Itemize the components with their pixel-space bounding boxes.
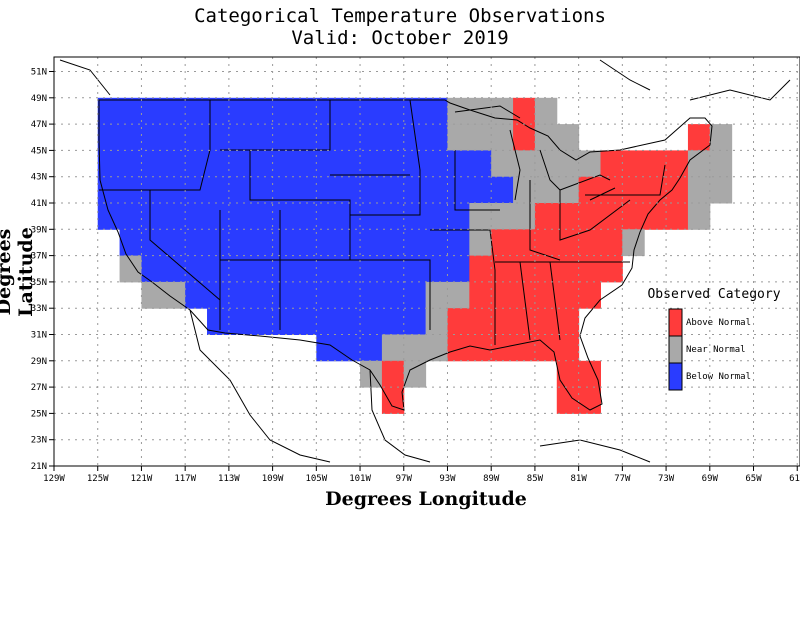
- category-cell-above-normal: [687, 124, 711, 151]
- x-axis-title: Degrees Longitude: [325, 488, 527, 510]
- y-tick-label: 25N: [31, 409, 47, 419]
- category-cell-near-normal: [469, 229, 492, 257]
- state-outlines: [59, 59, 791, 463]
- category-cell-near-normal: [687, 203, 711, 230]
- us-outline: [98, 99, 713, 411]
- x-tick-label: 97W: [396, 474, 413, 484]
- state-line: [559, 190, 631, 241]
- category-cell-near-normal: [119, 255, 142, 283]
- x-tick-label: 77W: [614, 474, 631, 484]
- x-tick-label: 81W: [571, 474, 588, 484]
- category-cell-above-normal: [513, 97, 536, 125]
- category-cell-above-normal: [381, 360, 405, 388]
- y-tick-label: 35N: [31, 278, 47, 288]
- x-tick-label: 85W: [527, 474, 544, 484]
- legend-label: Near Normal: [686, 345, 746, 355]
- state-line: [149, 190, 221, 301]
- category-cell-below-normal: [316, 334, 383, 362]
- legend-label: Below Normal: [686, 372, 751, 382]
- category-cell-near-normal: [534, 176, 580, 204]
- category-cell-near-normal: [534, 97, 558, 125]
- category-cell-above-normal: [578, 176, 689, 204]
- y-tick-label: 47N: [31, 120, 47, 130]
- category-cell-above-normal: [447, 308, 580, 335]
- y-tick-label: 45N: [31, 146, 47, 156]
- state-line: [430, 229, 496, 271]
- category-cell-near-normal: [403, 360, 427, 388]
- y-tick-label: 27N: [31, 383, 47, 393]
- x-tick-label: 73W: [658, 474, 675, 484]
- great-lakes: [454, 105, 616, 201]
- legend-title: Observed Category: [647, 287, 780, 302]
- category-cell-above-normal: [600, 150, 689, 178]
- state-line: [549, 261, 561, 341]
- category-cell-below-normal: [97, 203, 470, 230]
- category-cell-above-normal: [556, 360, 601, 388]
- y-tick-label: 23N: [31, 436, 47, 446]
- plot-frame: [53, 56, 800, 467]
- y-tick-label: 29N: [31, 357, 47, 367]
- y-tick-label: 49N: [31, 94, 47, 104]
- x-tick-label: 93W: [439, 474, 456, 484]
- state-line: [249, 150, 351, 260]
- state-line: [585, 164, 666, 196]
- x-tick-label: 121W: [131, 474, 153, 484]
- x-tick-label: 105W: [305, 474, 327, 484]
- category-cell-above-normal: [491, 229, 623, 257]
- legend-swatch: [668, 308, 683, 337]
- legend-swatch: [668, 362, 683, 391]
- category-cell-above-normal: [534, 203, 689, 230]
- x-tick-label: 61W: [789, 474, 800, 484]
- category-cell-near-normal: [709, 124, 733, 151]
- y-axis-title: Degrees Latitude: [0, 227, 37, 317]
- x-tick-label: 117W: [174, 474, 196, 484]
- category-cell-near-normal: [469, 203, 536, 230]
- category-cell-above-normal: [381, 387, 405, 414]
- grid-lines: [54, 57, 800, 466]
- category-cell-above-normal: [513, 124, 536, 151]
- canada-coast: [59, 59, 791, 101]
- x-tick-label: 125W: [87, 474, 109, 484]
- x-tick-label: 109W: [262, 474, 284, 484]
- state-line: [220, 100, 331, 151]
- category-cell-above-normal: [469, 255, 623, 283]
- x-tick-label: 65W: [745, 474, 762, 484]
- y-tick-label: 43N: [31, 173, 47, 183]
- state-line: [350, 99, 421, 216]
- y-tick-label: 37N: [31, 252, 47, 262]
- map-subtitle: Valid: October 2019: [291, 27, 509, 49]
- y-tick-label: 51N: [31, 68, 47, 78]
- legend: Observed Category Above Normal Near Normal…: [647, 287, 781, 391]
- category-cell-below-normal: [97, 150, 492, 178]
- y-tick-label: 21N: [31, 462, 47, 472]
- state-line: [454, 150, 500, 211]
- y-tick-label: 33N: [31, 304, 47, 314]
- y-tick-label: 31N: [31, 331, 47, 341]
- y-tick-label: 39N: [31, 225, 47, 235]
- state-line: [519, 261, 531, 341]
- category-cell-near-normal: [425, 308, 448, 335]
- x-axis-ticks: 129W 125W 121W 117W 113W 109W 105W 101W 97W 93W 89…: [43, 466, 800, 484]
- legend-swatch: [668, 335, 683, 364]
- map-title: Categorical Temperature Observations: [194, 5, 606, 27]
- category-cell-below-normal: [185, 281, 427, 309]
- y-axis-ticks: 21N 23N 25N 27N 29N 31N 33N 35N 37N 39N 41N 43N 45N 4…: [31, 68, 54, 472]
- category-cell-above-normal: [447, 334, 580, 362]
- x-tick-label: 69W: [702, 474, 719, 484]
- y-tick-label: 41N: [31, 199, 47, 209]
- x-tick-label: 89W: [483, 474, 500, 484]
- cuba-coast: [539, 439, 651, 463]
- category-cell-near-normal: [141, 281, 186, 309]
- x-tick-label: 129W: [43, 474, 65, 484]
- state-line: [220, 259, 431, 330]
- category-cell-below-normal: [119, 229, 470, 257]
- category-cell-near-normal: [447, 124, 514, 151]
- x-tick-label: 113W: [218, 474, 240, 484]
- x-tick-label: 101W: [349, 474, 371, 484]
- category-cell-near-normal: [491, 150, 536, 178]
- legend-label: Above Normal: [686, 318, 751, 328]
